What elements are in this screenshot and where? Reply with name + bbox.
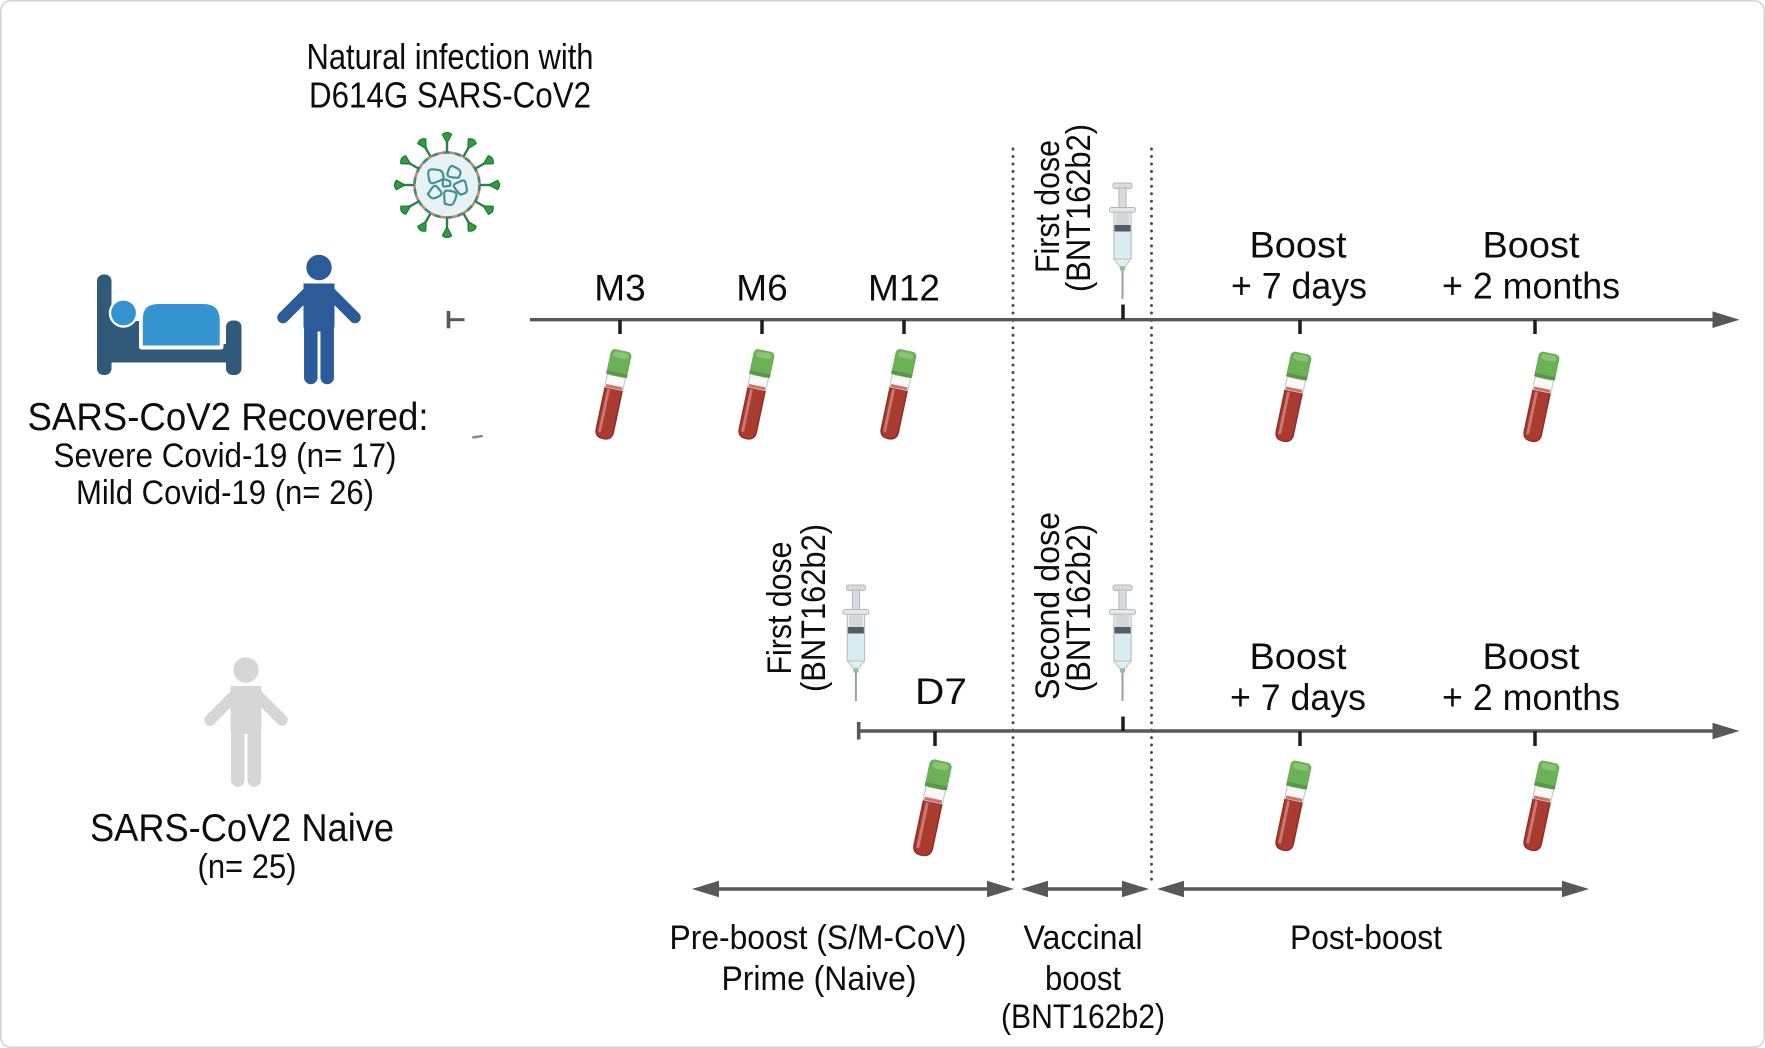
svg-text:boost: boost <box>1045 960 1121 998</box>
svg-text:(BNT162b2): (BNT162b2) <box>1001 998 1165 1036</box>
svg-text:M6: M6 <box>736 268 787 309</box>
svg-text:(n= 25): (n= 25) <box>198 848 297 886</box>
svg-text:D614G SARS-CoV2: D614G SARS-CoV2 <box>309 75 591 116</box>
svg-text:SARS-CoV2 Recovered:: SARS-CoV2 Recovered: <box>28 396 429 439</box>
svg-text:First dose: First dose <box>761 542 799 675</box>
svg-text:+ 7 days: + 7 days <box>1231 266 1367 307</box>
svg-text:Boost: Boost <box>1483 225 1581 266</box>
svg-text:M12: M12 <box>868 268 940 309</box>
svg-text:Vaccinal: Vaccinal <box>1024 919 1143 957</box>
svg-text:Boost: Boost <box>1250 636 1348 677</box>
svg-text:(BNT162b2): (BNT162b2) <box>795 524 833 692</box>
svg-text:(BNT162b2): (BNT162b2) <box>1060 524 1098 692</box>
svg-text:SARS-CoV2 Naive: SARS-CoV2 Naive <box>90 807 394 850</box>
svg-text:M3: M3 <box>594 268 645 309</box>
svg-text:Severe Covid-19 (n= 17): Severe Covid-19 (n= 17) <box>54 437 397 475</box>
svg-text:Prime (Naive): Prime (Naive) <box>722 960 917 998</box>
svg-text:Boost: Boost <box>1250 225 1348 266</box>
svg-text:First dose: First dose <box>1029 140 1067 273</box>
svg-text:D7: D7 <box>915 671 967 712</box>
svg-text:(BNT162b2): (BNT162b2) <box>1060 124 1098 292</box>
svg-text:Boost: Boost <box>1483 636 1581 677</box>
svg-text:Second dose: Second dose <box>1029 512 1067 700</box>
svg-text:+ 7 days: + 7 days <box>1230 677 1366 718</box>
svg-text:Post-boost: Post-boost <box>1290 919 1443 957</box>
svg-text:Mild Covid-19 (n= 26): Mild Covid-19 (n= 26) <box>76 474 374 512</box>
svg-text:+ 2 months: + 2 months <box>1442 266 1620 307</box>
svg-text:Pre-boost (S/M-CoV): Pre-boost (S/M-CoV) <box>670 919 967 957</box>
svg-text:+ 2 months: + 2 months <box>1442 677 1620 718</box>
svg-text:Natural infection with: Natural infection with <box>307 36 594 77</box>
